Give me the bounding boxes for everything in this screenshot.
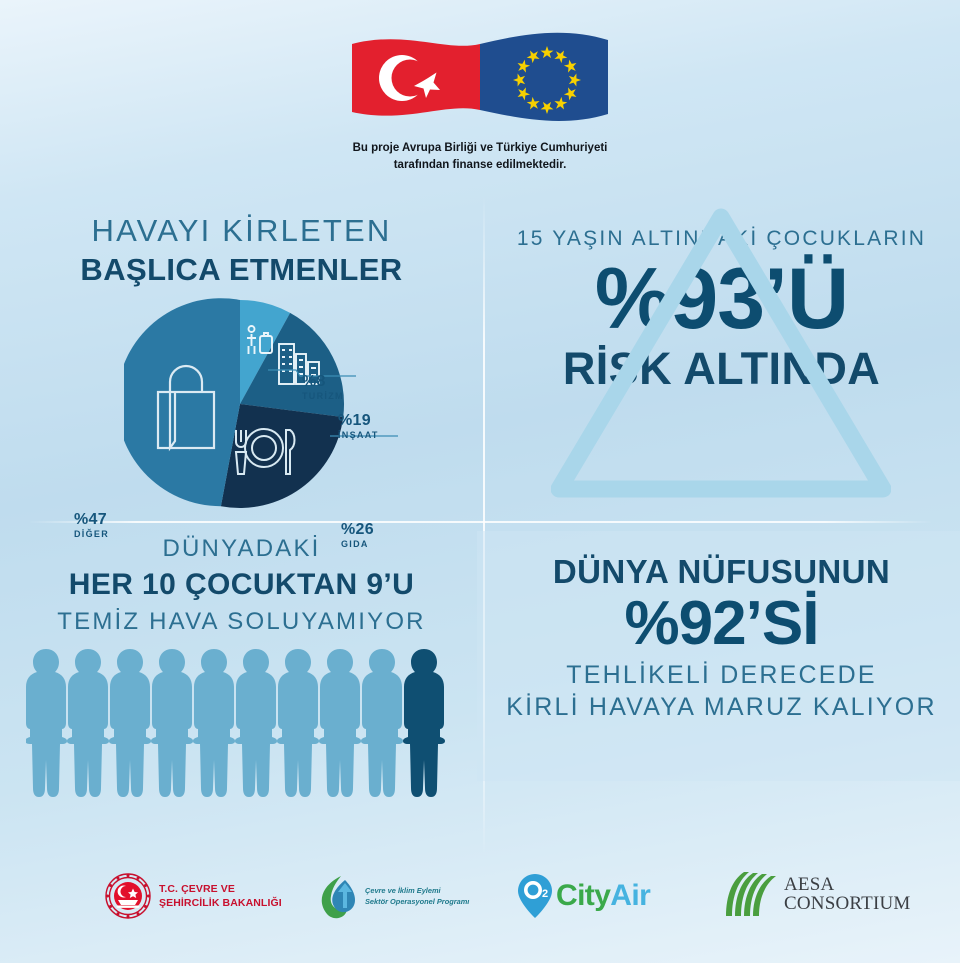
- risk-stat: %93’Ü: [594, 251, 849, 347]
- pollution-sources-panel: HAVAYI KİRLETEN BAŞLICA ETMENLER: [0, 205, 483, 549]
- funding-caption-line2: tarafından finanse edilmektedir.: [393, 158, 567, 171]
- pie-label-insaat: %19 İNŞAAT: [338, 413, 379, 440]
- population-stat: %92’Sİ: [624, 589, 820, 658]
- pie-slice-insaat: [240, 312, 345, 418]
- ministry-logo-line2: ŞEHİRCİLİK BAKANLIĞI: [159, 897, 282, 909]
- cityair-text-city: City: [556, 879, 611, 912]
- svg-text:2: 2: [542, 888, 548, 900]
- header-block: Bu proje Avrupa Birliği ve Türkiye Cumhu…: [0, 28, 960, 173]
- pie-leader-lines: [268, 369, 398, 437]
- pie-label-gida-name: GIDA: [341, 539, 369, 549]
- world-map-icon: [477, 531, 960, 781]
- pie-slice-diger: [124, 298, 240, 507]
- eu-flag: [480, 32, 608, 122]
- suitcase-icon: [247, 325, 273, 354]
- footer-logos: T.C. ÇEVRE VE ŞEHİRCİLİK BAKANLIĞI Çevre…: [0, 866, 960, 936]
- aesa-logo-line2: CONSORTIUM: [784, 893, 911, 914]
- shopping-bag-icon: [156, 364, 216, 452]
- children-line1: DÜNYADAKİ: [162, 535, 321, 562]
- pie-label-turizm-name: TURİZM: [302, 391, 344, 401]
- flags-banner: [346, 28, 614, 132]
- cityair-logo[interactable]: 2 City Air: [516, 872, 651, 920]
- pie-label-turizm-value: %8: [302, 373, 326, 390]
- clean-air-panel: DÜNYADAKİ HER 10 ÇOCUKTAN 9’U TEMİZ HAVA…: [0, 525, 483, 855]
- children-risk-panel: 15 YAŞIN ALTINDAKİ ÇOCUKLARIN %93’Ü RİSK…: [483, 205, 960, 521]
- population-line1: DÜNYA NÜFUSUNUN: [552, 553, 891, 590]
- pie-label-gida-value: %26: [341, 521, 374, 538]
- pie-chart: [124, 298, 345, 508]
- funding-caption: Bu proje Avrupa Birliği ve Türkiye Cumhu…: [0, 140, 960, 173]
- plate-cutlery-icon: [234, 428, 296, 475]
- cevre-iklim-logo-text: Çevre ve İklim Eylemi Sektör Operasyonel…: [365, 886, 469, 907]
- ministry-emblem-icon: [105, 873, 151, 919]
- cityair-text-air: Air: [610, 879, 651, 912]
- aesa-logo[interactable]: AESA CONSORTIUM: [722, 870, 910, 918]
- pie-label-gida: %26 GIDA: [341, 522, 374, 549]
- pie-label-diger-name: DİĞER: [74, 529, 110, 539]
- pie-chart-area: %8 TURİZM %19 İNŞAAT %26 GIDA %47 DİĞER: [0, 296, 483, 549]
- ministry-logo-line1: T.C. ÇEVRE VE: [159, 882, 235, 895]
- children-line3: TEMİZ HAVA SOLUYAMIYOR: [57, 608, 426, 635]
- aesa-logo-text: AESA CONSORTIUM: [784, 873, 911, 914]
- pie-title-line2: BAŞLICA ETMENLER: [80, 252, 403, 287]
- population-line4: KİRLİ HAVAYA MARUZ KALIYOR: [506, 693, 937, 721]
- ministry-logo-text: T.C. ÇEVRE VE ŞEHİRCİLİK BAKANLIĞI: [159, 882, 282, 910]
- ministry-logo[interactable]: T.C. ÇEVRE VE ŞEHİRCİLİK BAKANLIĞI: [104, 872, 282, 920]
- cevre-iklim-line1: Çevre ve İklim Eylemi: [365, 886, 441, 896]
- children-figures: [26, 649, 445, 797]
- pie-label-insaat-value: %19: [338, 412, 371, 429]
- vertical-divider: [483, 196, 485, 856]
- aesa-logo-line1: AESA: [784, 873, 835, 895]
- children-line2: HER 10 ÇOCUKTAN 9’U: [68, 568, 415, 601]
- cevre-iklim-line2: Sektör Operasyonel Programı: [365, 897, 470, 906]
- pie-title-line1: HAVAYI KİRLETEN: [91, 213, 392, 248]
- pie-label-insaat-name: İNŞAAT: [338, 430, 379, 440]
- pie-label-diger: %47 DİĞER: [74, 512, 109, 539]
- cevre-iklim-logo[interactable]: Çevre ve İklim Eylemi Sektör Operasyonel…: [315, 874, 469, 920]
- population-line3: TEHLİKELİ DERECEDE: [566, 661, 877, 689]
- pie-label-turizm: %8 TURİZM: [302, 374, 344, 401]
- funding-caption-line1: Bu proje Avrupa Birliği ve Türkiye Cumhu…: [352, 142, 608, 154]
- horizontal-divider: [28, 521, 932, 523]
- risk-subtitle: 15 YAŞIN ALTINDAKİ ÇOCUKLARIN: [516, 227, 927, 250]
- buildings-icon: [278, 343, 320, 385]
- warning-triangle-icon: [551, 208, 891, 498]
- leaf-droplet-icon: [321, 876, 355, 919]
- map-pin-o2-icon: 2: [518, 874, 552, 918]
- pie-label-diger-value: %47: [74, 511, 107, 528]
- world-population-panel: DÜNYA NÜFUSUNUN %92’Sİ TEHLİKELİ DERECED…: [477, 525, 960, 855]
- aesa-stripes-icon: [726, 872, 776, 916]
